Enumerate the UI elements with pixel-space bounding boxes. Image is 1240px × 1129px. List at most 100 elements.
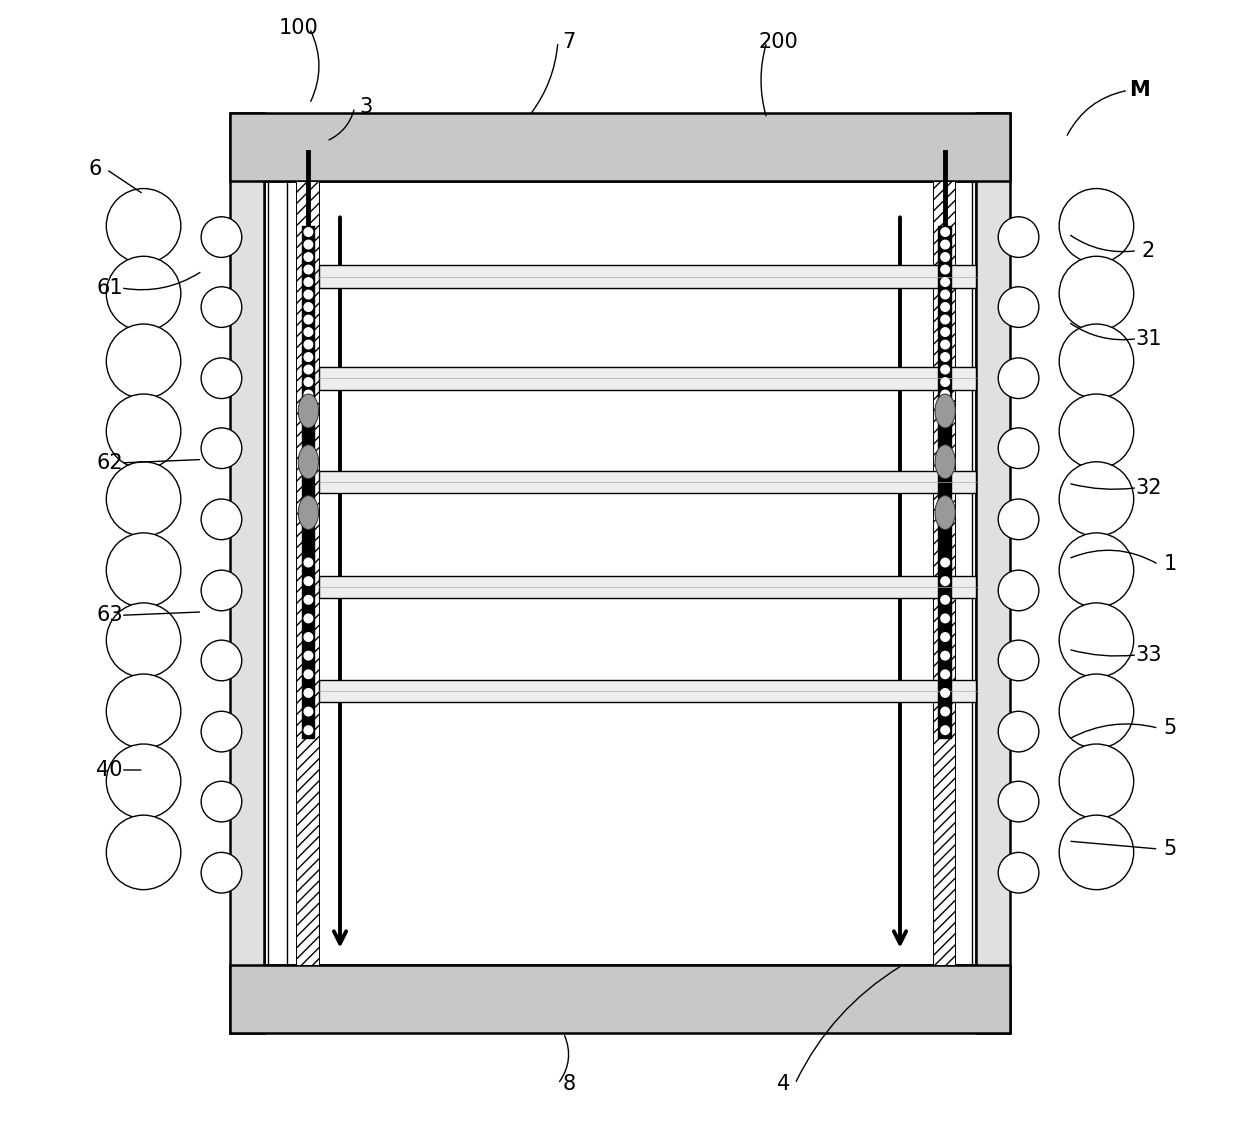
Text: 100: 100: [278, 18, 319, 38]
Circle shape: [1059, 189, 1133, 263]
Text: 3: 3: [360, 97, 372, 117]
Circle shape: [304, 614, 312, 623]
Circle shape: [201, 640, 242, 681]
Ellipse shape: [299, 445, 319, 479]
Bar: [932, 181, 955, 965]
Circle shape: [304, 651, 312, 660]
Circle shape: [941, 669, 950, 679]
Circle shape: [201, 287, 242, 327]
Circle shape: [941, 303, 950, 312]
Circle shape: [107, 324, 181, 399]
Bar: [319, 680, 976, 702]
Circle shape: [1059, 674, 1133, 749]
Circle shape: [998, 711, 1039, 752]
Bar: [939, 401, 952, 553]
Ellipse shape: [935, 394, 955, 428]
Circle shape: [304, 391, 312, 399]
Circle shape: [1059, 744, 1133, 819]
Circle shape: [998, 287, 1039, 327]
Circle shape: [304, 253, 312, 261]
Circle shape: [107, 674, 181, 749]
Circle shape: [941, 340, 950, 349]
Circle shape: [998, 499, 1039, 540]
Circle shape: [941, 558, 950, 567]
Bar: [231, 965, 1009, 1033]
Circle shape: [304, 669, 312, 679]
Text: 61: 61: [97, 278, 123, 298]
Circle shape: [201, 358, 242, 399]
Bar: [231, 113, 264, 1033]
Circle shape: [304, 290, 312, 299]
Circle shape: [304, 558, 312, 567]
Circle shape: [941, 726, 950, 735]
Circle shape: [941, 689, 950, 698]
Text: 4: 4: [777, 1074, 790, 1094]
Circle shape: [941, 577, 950, 586]
Bar: [301, 226, 315, 401]
Text: 5: 5: [1163, 839, 1177, 859]
Circle shape: [107, 603, 181, 677]
Bar: [976, 113, 1009, 1033]
Circle shape: [941, 651, 950, 660]
Circle shape: [1059, 256, 1133, 331]
Circle shape: [1059, 815, 1133, 890]
Circle shape: [107, 394, 181, 469]
Bar: [264, 181, 976, 965]
Circle shape: [304, 595, 312, 604]
Circle shape: [304, 240, 312, 248]
Circle shape: [201, 428, 242, 469]
Circle shape: [201, 711, 242, 752]
Circle shape: [941, 352, 950, 361]
Ellipse shape: [935, 496, 955, 530]
Circle shape: [941, 595, 950, 604]
Circle shape: [1059, 603, 1133, 677]
Text: 33: 33: [1135, 645, 1162, 665]
Circle shape: [941, 240, 950, 248]
Text: 63: 63: [97, 605, 123, 625]
Bar: [319, 265, 976, 288]
Circle shape: [941, 632, 950, 641]
Circle shape: [304, 632, 312, 641]
Circle shape: [1059, 324, 1133, 399]
Circle shape: [201, 570, 242, 611]
Circle shape: [998, 852, 1039, 893]
Text: 8: 8: [563, 1074, 575, 1094]
Ellipse shape: [935, 445, 955, 479]
Circle shape: [304, 228, 312, 236]
Text: 200: 200: [758, 32, 797, 52]
Circle shape: [941, 614, 950, 623]
Circle shape: [941, 290, 950, 299]
Circle shape: [941, 265, 950, 274]
Bar: [301, 401, 315, 553]
Circle shape: [304, 303, 312, 312]
Circle shape: [107, 256, 181, 331]
Circle shape: [941, 378, 950, 386]
Circle shape: [304, 577, 312, 586]
Bar: [319, 576, 976, 598]
Bar: [319, 367, 976, 390]
Circle shape: [998, 781, 1039, 822]
Ellipse shape: [299, 394, 319, 428]
Circle shape: [201, 852, 242, 893]
Circle shape: [304, 340, 312, 349]
Bar: [296, 181, 319, 965]
Circle shape: [941, 391, 950, 399]
Text: M: M: [1128, 80, 1149, 100]
Circle shape: [304, 726, 312, 735]
Text: 6: 6: [88, 159, 102, 180]
Circle shape: [304, 689, 312, 698]
Circle shape: [998, 640, 1039, 681]
Circle shape: [107, 533, 181, 607]
Circle shape: [304, 327, 312, 336]
Circle shape: [1059, 394, 1133, 469]
Bar: [231, 113, 1009, 181]
Circle shape: [998, 358, 1039, 399]
Ellipse shape: [299, 496, 319, 530]
Text: 31: 31: [1135, 329, 1162, 349]
Circle shape: [304, 278, 312, 287]
Circle shape: [998, 570, 1039, 611]
Text: 2: 2: [1142, 240, 1154, 261]
Circle shape: [941, 366, 950, 374]
Circle shape: [941, 228, 950, 236]
Circle shape: [304, 352, 312, 361]
